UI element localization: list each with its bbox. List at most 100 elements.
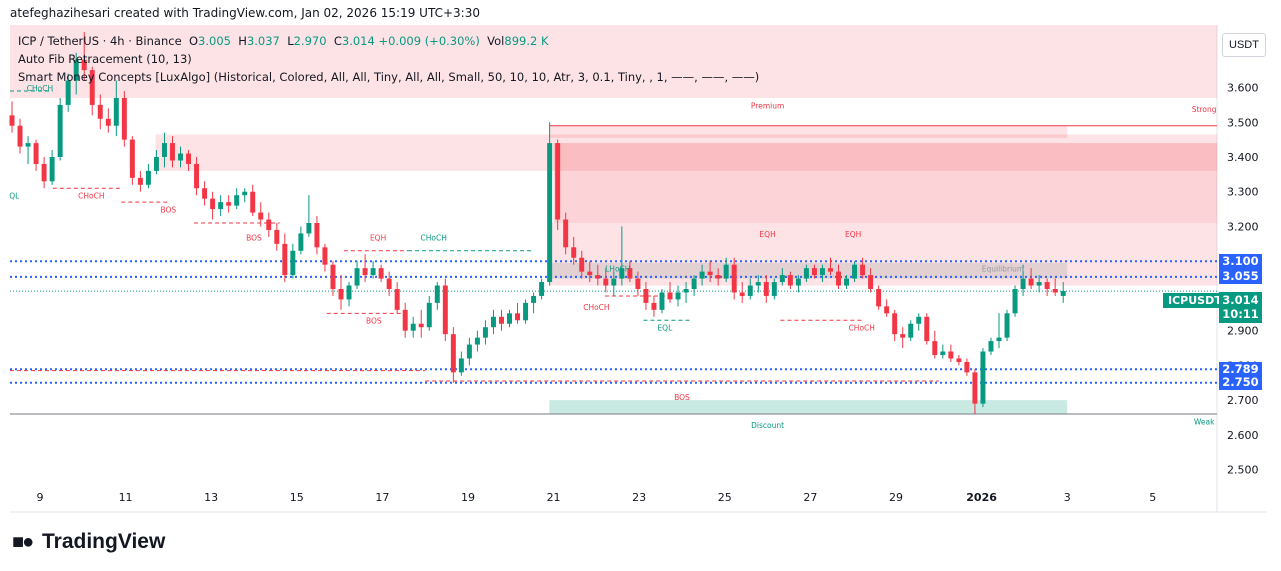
structure-label: BOS <box>161 206 177 215</box>
candle-body <box>210 198 216 210</box>
candle-body <box>667 292 673 300</box>
candle-body <box>298 233 304 251</box>
candle-body <box>860 264 866 276</box>
candle-body <box>924 316 930 342</box>
time-axis-tick: 19 <box>461 491 475 504</box>
current-price-tag: 3.014 10:11 <box>1219 292 1262 323</box>
legend-indicator-smc[interactable]: Smart Money Concepts [LuxAlgo] (Historic… <box>18 70 760 84</box>
candle-body <box>242 191 248 196</box>
zone-discount <box>549 400 1068 415</box>
candle-body <box>715 275 721 279</box>
candle-body <box>1012 289 1018 314</box>
zone-premium <box>549 125 1068 138</box>
candle-body <box>811 268 817 276</box>
candle-body <box>458 358 464 373</box>
candle-body <box>290 250 296 276</box>
candle-body <box>779 275 785 283</box>
candle-body <box>507 313 512 324</box>
price-axis-tick: 2.500 <box>1227 464 1259 477</box>
candle-body <box>691 278 697 289</box>
candles[interactable] <box>9 31 1066 415</box>
candle-body <box>121 97 127 140</box>
candle-body <box>651 302 657 310</box>
time-axis-tick: 13 <box>204 491 218 504</box>
structure-label: Discount <box>751 421 784 430</box>
structure-label: CHoCH <box>27 84 53 93</box>
candle-body <box>474 337 480 345</box>
candle-body <box>434 285 440 303</box>
candle-body <box>378 268 384 279</box>
structure-label: Equilibrium <box>982 265 1025 274</box>
candle-body <box>555 143 561 220</box>
created-by-header: atefeghazihesari created with TradingVie… <box>10 6 480 20</box>
time-axis-tick: 15 <box>290 491 304 504</box>
candle-body <box>49 157 55 182</box>
candle-body <box>675 292 681 300</box>
time-axis-tick: 29 <box>889 491 903 504</box>
legend-high-value: 3.037 <box>246 34 280 48</box>
candle-body <box>186 153 192 164</box>
candle-body <box>226 202 232 206</box>
candle-body <box>956 358 962 362</box>
candle-body <box>787 275 793 286</box>
legend-indicator-fib[interactable]: Auto Fib Retracement (10, 13) <box>18 52 192 66</box>
candle-body <box>41 163 47 182</box>
candle-body <box>322 247 328 265</box>
symbol-tag: ICPUSDT <box>1163 293 1227 308</box>
candle-body <box>450 334 456 373</box>
currency-button[interactable]: USDT <box>1222 33 1266 57</box>
candle-body <box>25 143 31 147</box>
structure-lines <box>10 90 1217 415</box>
legend-symbol[interactable]: ICP / TetherUS · 4h · Binance <box>18 34 182 48</box>
candle-body <box>908 323 914 338</box>
structure-label: LHoCH <box>605 265 630 274</box>
legend-vol-label: Vol <box>487 34 505 48</box>
candle-body <box>402 309 408 331</box>
candle-body <box>499 316 504 324</box>
legend-l-label: L <box>287 34 294 48</box>
candle-body <box>250 191 256 213</box>
candle-body <box>1020 278 1026 289</box>
structure-label: BOS <box>246 233 262 242</box>
candle-body <box>603 278 609 286</box>
candle-body <box>266 219 272 230</box>
price-axis-tick: 2.700 <box>1227 394 1259 407</box>
smc-zones <box>10 25 1218 415</box>
candle-body <box>442 285 448 335</box>
legend-ohlc[interactable]: ICP / TetherUS · 4h · Binance O3.005 H3.… <box>18 34 549 48</box>
time-axis-tick: 2026 <box>966 491 997 504</box>
candle-body <box>852 264 858 279</box>
candle-body <box>876 289 882 307</box>
structure-label: EQH <box>845 230 861 239</box>
candle-body <box>1044 282 1050 289</box>
time-axis-tick: 3 <box>1064 491 1071 504</box>
structure-label: CHoCH <box>583 303 609 312</box>
candle-body <box>370 268 376 276</box>
candle-body <box>194 163 200 189</box>
structure-label: Weak <box>1194 417 1215 426</box>
candle-body <box>1004 313 1010 338</box>
axes[interactable]: 2.5002.6002.7002.8002.9003.0003.1003.200… <box>36 47 1258 504</box>
candle-body <box>900 334 906 338</box>
candle-body <box>771 282 777 296</box>
candle-body <box>723 264 729 279</box>
candle-body <box>482 327 488 338</box>
structure-label: EQL <box>657 324 673 333</box>
candle-body <box>218 202 224 210</box>
candle-body <box>1052 289 1058 293</box>
candle-body <box>1060 291 1066 296</box>
time-axis-tick: 17 <box>375 491 389 504</box>
candle-body <box>17 125 23 147</box>
tradingview-logo[interactable]: ■● TradingView <box>12 530 165 554</box>
candle-body <box>97 104 103 119</box>
candle-body <box>731 264 737 293</box>
structure-label: BOS <box>366 317 382 326</box>
candle-body <box>539 282 545 296</box>
candle-body <box>386 278 392 289</box>
candle-body <box>57 104 63 157</box>
chart-background <box>10 25 1267 513</box>
candle-body <box>153 157 159 171</box>
candle-body <box>73 59 79 81</box>
candle-body <box>418 323 424 328</box>
